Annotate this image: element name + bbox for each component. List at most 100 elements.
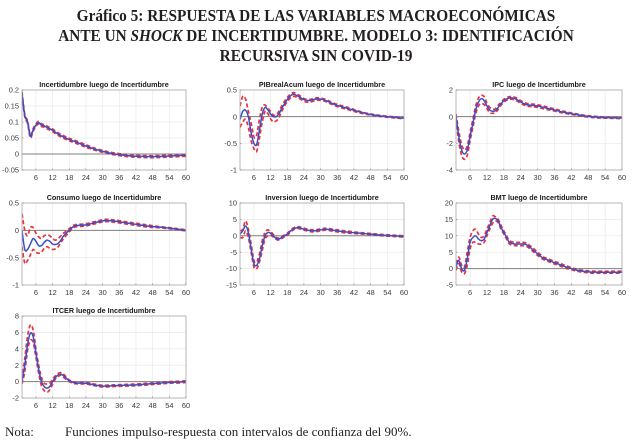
figure-title-line-2: ANTE UN SHOCK DE INCERTIDUMBRE. MODELO 3… xyxy=(32,26,601,46)
x-tick-label: 48 xyxy=(149,401,157,410)
y-tick-label: 8 xyxy=(15,312,19,321)
series-group xyxy=(456,94,622,161)
panel-title: Consumo luego de Incertidumbre xyxy=(47,193,162,202)
y-tick-label: -2 xyxy=(12,394,19,403)
y-tick-label: 2 xyxy=(15,361,19,370)
x-tick-label: 24 xyxy=(517,173,525,182)
x-tick-label: 30 xyxy=(98,401,106,410)
x-tick-label: 6 xyxy=(34,173,38,182)
irf-lower-band-line xyxy=(456,98,622,161)
plot-frame xyxy=(21,315,187,399)
x-tick-label: 36 xyxy=(115,288,123,297)
plot-frame xyxy=(239,202,405,286)
panel-title: ITCER luego de Incertidumbre xyxy=(52,306,155,315)
irf-central-line xyxy=(22,93,186,158)
irf-central-line xyxy=(456,217,622,273)
plot-background xyxy=(22,203,186,285)
irf-upper-band-line xyxy=(456,94,622,151)
x-tick-label: 60 xyxy=(618,173,626,182)
y-tick-label: 2 xyxy=(449,86,453,95)
x-tick-label: 54 xyxy=(165,288,173,297)
panel-title: PIBrealAcum luego de Incertidumbre xyxy=(259,80,385,89)
x-tick-label: 42 xyxy=(132,173,140,182)
x-tick-label: 54 xyxy=(383,173,391,182)
y-tick-label: 0 xyxy=(233,231,237,240)
irf-panel-1: 6 12 18 24 30 36 42 48 54 60 0.2 0.15 0.1 0.05 0 -0.05 I… xyxy=(2,80,190,182)
irf-lower-band-line xyxy=(22,94,186,159)
irf-central-line xyxy=(22,331,186,389)
x-tick-label: 6 xyxy=(34,401,38,410)
y-tick-label: -1 xyxy=(230,166,237,175)
irf-upper-band-line xyxy=(456,214,622,273)
note-label: Nota: xyxy=(5,424,34,439)
irf-upper-band-line xyxy=(22,91,186,157)
x-tick-label: 36 xyxy=(550,173,558,182)
x-tick-label: 30 xyxy=(316,288,324,297)
x-tick-label: 36 xyxy=(550,288,558,297)
y-tick-label: -2 xyxy=(446,139,453,148)
x-tick-label: 18 xyxy=(500,173,508,182)
y-tick-label: 10 xyxy=(445,231,453,240)
x-tick-label: 18 xyxy=(65,173,73,182)
irf-lower-band-line xyxy=(456,220,622,275)
x-tick-label: 6 xyxy=(468,288,472,297)
x-tick-label: 18 xyxy=(500,288,508,297)
x-tick-label: 60 xyxy=(182,173,190,182)
y-tick-label: 4 xyxy=(15,344,19,353)
x-tick-label: 60 xyxy=(400,173,408,182)
series-group xyxy=(22,213,186,265)
y-tick-label: 0 xyxy=(449,264,453,273)
figure-title-line-1: Gráfico 5: RESPUESTA DE LAS VARIABLES MA… xyxy=(76,6,556,25)
y-tick-label: 0.5 xyxy=(9,199,19,208)
y-tick-label: 6 xyxy=(15,328,19,337)
x-tick-label: 54 xyxy=(165,401,173,410)
panel-title: Inversion luego de Incertidumbre xyxy=(265,193,378,202)
x-tick-label: 54 xyxy=(601,288,609,297)
y-tick-label: -10 xyxy=(226,264,237,273)
x-tick-label: 6 xyxy=(34,288,38,297)
x-tick-label: 6 xyxy=(468,173,472,182)
irf-panel-5: 6 12 18 24 30 36 42 48 54 60 10 5 0 -5 -10 -15 Inversion… xyxy=(226,193,408,297)
x-tick-label: 18 xyxy=(65,401,73,410)
note-text: Funciones impulso-respuesta con interval… xyxy=(65,424,412,439)
x-tick-label: 42 xyxy=(350,173,358,182)
irf-central-line xyxy=(456,97,622,155)
figure-title-shock-italic: SHOCK xyxy=(130,26,183,45)
x-tick-label: 12 xyxy=(266,288,274,297)
series-group xyxy=(240,220,404,271)
series-group xyxy=(22,323,186,394)
y-tick-label: 0.5 xyxy=(227,86,237,95)
y-tick-label: -0.5 xyxy=(224,139,237,148)
y-tick-label: 0 xyxy=(15,226,19,235)
irf-central-line xyxy=(240,225,404,267)
y-tick-label: -5 xyxy=(446,281,453,290)
irf-upper-band-line xyxy=(240,91,404,139)
x-tick-label: 36 xyxy=(333,173,341,182)
series-group xyxy=(456,214,622,275)
x-tick-label: 60 xyxy=(618,288,626,297)
x-tick-label: 60 xyxy=(400,288,408,297)
irf-lower-band-line xyxy=(240,227,404,271)
x-tick-label: 36 xyxy=(115,173,123,182)
x-tick-label: 60 xyxy=(182,401,190,410)
y-tick-label: -0.5 xyxy=(6,253,19,262)
x-tick-label: 24 xyxy=(82,401,90,410)
x-tick-label: 12 xyxy=(483,173,491,182)
x-tick-label: 24 xyxy=(82,173,90,182)
x-tick-label: 12 xyxy=(483,288,491,297)
y-tick-label: -4 xyxy=(446,166,453,175)
x-tick-label: 42 xyxy=(132,401,140,410)
y-tick-label: 0.1 xyxy=(9,118,19,127)
figure-title-line-3: RECURSIVA SIN COVID-19 xyxy=(219,46,413,65)
x-tick-label: 36 xyxy=(115,401,123,410)
y-tick-label: 0 xyxy=(15,377,19,386)
x-tick-label: 24 xyxy=(82,288,90,297)
y-tick-label: 0 xyxy=(233,112,237,121)
x-tick-label: 48 xyxy=(149,173,157,182)
panel-title: BMT luego de Incertidumbre xyxy=(490,193,587,202)
x-tick-label: 48 xyxy=(584,288,592,297)
x-tick-label: 24 xyxy=(517,288,525,297)
x-tick-label: 24 xyxy=(300,288,308,297)
x-tick-label: 60 xyxy=(182,288,190,297)
